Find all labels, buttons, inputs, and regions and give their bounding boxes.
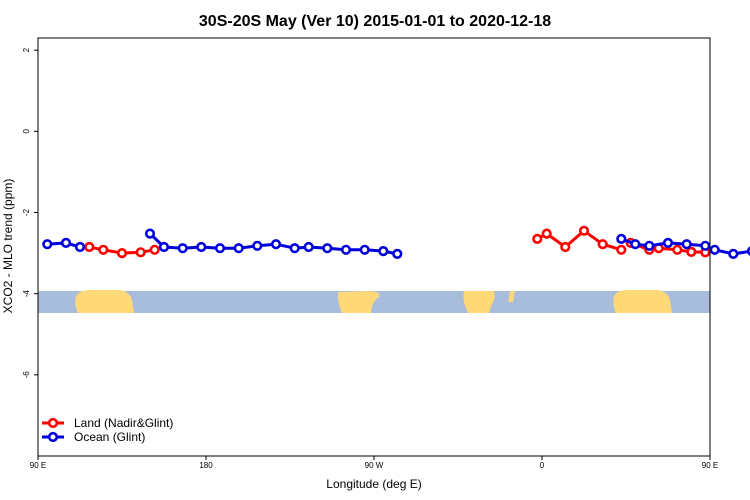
legend-entry-land: Land (Nadir&Glint)	[42, 416, 173, 430]
land-australia-repeat	[613, 289, 672, 313]
legend: Land (Nadir&Glint) Ocean (Glint)	[42, 416, 173, 444]
series-layer	[42, 225, 750, 259]
series-1-point	[392, 248, 403, 259]
series-1-point	[340, 244, 352, 255]
series-1-point	[158, 241, 170, 253]
legend-entry-ocean: Ocean (Glint)	[42, 430, 145, 444]
x-axis-label: Longitude (deg E)	[326, 477, 421, 491]
y-tick-label: 2	[22, 47, 31, 52]
land-madagascar	[508, 291, 515, 302]
series-0-point	[616, 244, 627, 255]
y-tick-label: 0	[22, 129, 31, 134]
series-1-point	[709, 244, 720, 255]
series-0-point	[578, 225, 590, 236]
series-1-point	[662, 237, 674, 248]
series-1-point	[644, 240, 655, 251]
x-tick-label: 0	[540, 461, 545, 470]
series-0-point	[686, 246, 697, 257]
series-0-point	[560, 241, 571, 253]
y-axis: 2 0 -2 -4 -6	[22, 47, 38, 378]
series-0-point	[116, 248, 128, 259]
series-0-point	[135, 247, 146, 258]
series-1-point	[359, 244, 370, 255]
legend-label-land: Land (Nadir&Glint)	[74, 416, 173, 430]
series-0-point	[541, 228, 552, 239]
y-tick-label: -4	[22, 290, 31, 298]
series-1-point	[289, 243, 300, 254]
series-1-point	[42, 239, 53, 250]
series-0-point	[597, 239, 608, 250]
x-tick-label: 180	[199, 461, 213, 470]
legend-label-ocean: Ocean (Glint)	[74, 430, 145, 444]
series-1-point	[700, 240, 711, 251]
x-axis: 90 E 180 90 W 0 90 E	[30, 456, 718, 470]
series-1-point	[214, 243, 226, 254]
y-tick-label: -6	[22, 371, 31, 379]
series-0-point	[98, 244, 109, 255]
series-1-point	[303, 241, 314, 253]
land-africa	[463, 291, 495, 313]
legend-marker-ocean	[47, 431, 59, 443]
land-australia	[75, 289, 134, 313]
series-1	[42, 228, 750, 259]
land-south-america	[337, 291, 380, 313]
x-tick-label: 90 E	[30, 461, 46, 470]
series-1-point	[177, 243, 188, 254]
x-tick-label: 90 E	[702, 461, 718, 470]
series-0	[84, 225, 711, 259]
series-1-point	[74, 241, 86, 253]
series-1-point	[616, 233, 627, 244]
y-tick-label: -2	[22, 208, 31, 216]
series-0-point	[149, 244, 160, 255]
series-1-point	[378, 246, 389, 257]
series-0-point	[532, 233, 543, 244]
series-1-point	[270, 239, 282, 250]
x-tick-label: 90 W	[365, 461, 384, 470]
series-1-point	[144, 228, 156, 239]
series-0-point	[672, 244, 683, 255]
series-1-point	[233, 243, 244, 254]
legend-marker-land	[47, 417, 59, 429]
series-1-point	[196, 241, 207, 253]
series-0-point	[84, 241, 95, 253]
y-axis-label: XCO2 - MLO trend (ppm)	[1, 179, 15, 314]
series-1-point	[60, 237, 72, 248]
chart-title: 30S-20S May (Ver 10) 2015-01-01 to 2020-…	[199, 13, 551, 30]
series-1-point	[252, 240, 263, 251]
series-1-point	[630, 239, 641, 250]
series-1-point	[322, 243, 333, 254]
map-strip	[38, 289, 710, 313]
series-1-point	[681, 239, 692, 250]
series-1-point	[728, 248, 739, 259]
